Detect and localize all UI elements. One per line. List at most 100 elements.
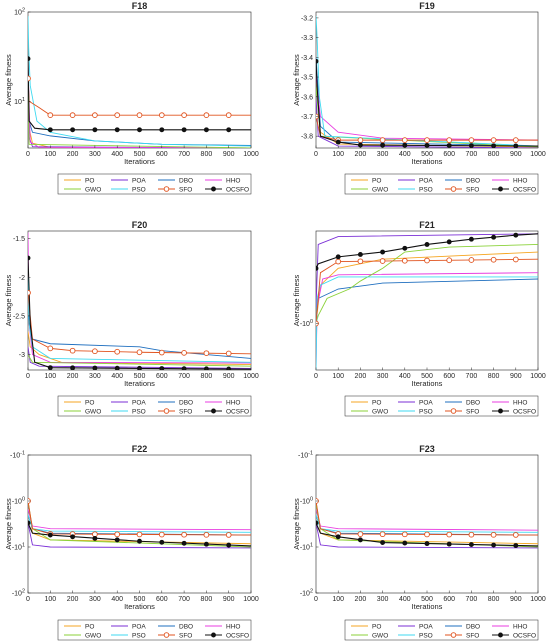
legend-label-gwo: GWO [85,632,101,639]
y-tick-label: -3.8 [301,134,313,141]
x-tick-label: 400 [111,151,123,158]
marker-ocsfo [513,543,519,548]
x-tick-label: 900 [223,373,235,380]
marker-ocsfo [491,234,497,240]
marker-sfo [379,137,386,143]
y-tick-label: -3.4 [301,55,313,62]
x-axis-label: Iterations [412,379,443,388]
marker-sfo [424,257,430,264]
series-pso [28,16,251,147]
legend-label-gwo: GWO [372,186,388,193]
marker-sfo [158,531,165,538]
legend-label-gwo: GWO [85,408,101,415]
series-gwo [316,244,538,324]
marker-ocsfo [114,537,120,543]
marker-sfo [136,112,143,118]
marker-ocsfo [424,242,430,247]
x-tick-label: 1000 [530,151,546,158]
x-tick-label: 300 [377,373,389,380]
legend-label-po: PO [372,177,381,184]
marker-sfo [512,137,519,143]
x-tick-label: 0 [26,596,30,603]
marker-sfo [136,349,143,356]
legend: PO POA DBO HHO GWO PSO SFO OCSFO [57,173,252,195]
x-tick-label: 1000 [243,596,259,603]
legend-label-hho: HHO [513,177,527,184]
marker-sfo [114,112,121,118]
series-sfo [316,500,538,536]
marker-ocsfo [28,255,31,261]
x-tick-label: 400 [399,596,411,603]
x-tick-label: 800 [201,151,213,158]
legend-label-ocsfo: OCSFO [513,632,536,639]
marker-ocsfo [28,520,31,526]
legend-label-gwo: GWO [85,186,101,193]
marker-sfo [468,137,475,143]
marker-sfo [357,531,364,537]
legend-label-pso: PSO [132,408,146,415]
x-tick-label: 100 [332,373,344,380]
x-axis-label: Iterations [412,157,443,166]
marker-sfo [379,258,386,264]
marker-ocsfo [92,535,98,541]
legend-label-poa: POA [132,177,146,184]
marker-sfo [92,531,98,538]
x-tick-label: 700 [178,596,190,603]
legend-label-poa: POA [132,623,146,630]
y-tick-label: 102 [14,8,25,17]
legend-label-ocsfo: OCSFO [226,408,249,415]
legend-label-pso: PSO [132,186,146,193]
y-axis-label: Average fitness [292,54,301,106]
marker-ocsfo [137,127,142,133]
x-tick-label: 500 [134,151,146,158]
marker-sfo [490,256,497,263]
x-tick-label: 300 [89,596,101,603]
y-axis-label: Average fitness [292,498,301,550]
marker-ocsfo [47,532,53,538]
marker-sfo [512,256,519,263]
legend-label-dbo: DBO [179,623,193,630]
marker-sfo [28,289,31,296]
legend-label-hho: HHO [513,399,527,406]
y-tick-label: -101 [300,543,313,552]
legend-label-ocsfo: OCSFO [226,632,249,639]
legend-label-pso: PSO [419,186,433,193]
marker-sfo [158,349,165,356]
x-tick-label: 0 [314,151,318,158]
y-tick-label: -3.3 [301,35,313,42]
marker-ocsfo [316,58,319,64]
panel-f21: 0 100 200 300 400 500 600 700 800 900 1000 -100 F21 I… [292,220,546,417]
x-tick-label: 800 [488,596,500,603]
y-tick-label: -102 [12,589,25,598]
legend-label-hho: HHO [226,623,240,630]
legend-label-gwo: GWO [372,632,388,639]
marker-sfo [446,531,453,538]
x-tick-label: 900 [223,596,235,603]
series-gwo [28,354,251,367]
x-tick-label: 700 [466,373,478,380]
x-tick-label: 600 [156,596,168,603]
series-poa [316,233,538,308]
marker-sfo [357,137,364,143]
plot-area [315,11,539,149]
panel-f22: 0 100 200 300 400 500 600 700 800 900 1000 -10-1 -10… [4,444,259,641]
x-tick-label: 300 [377,596,389,603]
marker-sfo [225,532,232,538]
legend-label-po: PO [372,623,381,630]
y-axis-label: Average fitness [4,274,13,326]
marker-ocsfo [181,540,187,546]
y-tick-label: -3.7 [301,114,313,121]
plot-area [27,454,252,594]
series-pso [316,514,538,533]
marker-ocsfo [181,127,187,133]
marker-ocsfo [357,252,363,257]
marker-sfo [446,257,453,264]
legend-label-sfo: SFO [179,186,192,193]
legend-label-po: PO [85,399,94,406]
x-tick-label: 1000 [243,373,259,380]
x-tick-label: 600 [443,596,455,603]
marker-sfo [181,350,187,356]
x-tick-label: 800 [201,373,213,380]
marker-ocsfo [70,127,76,133]
marker-ocsfo [137,538,142,544]
